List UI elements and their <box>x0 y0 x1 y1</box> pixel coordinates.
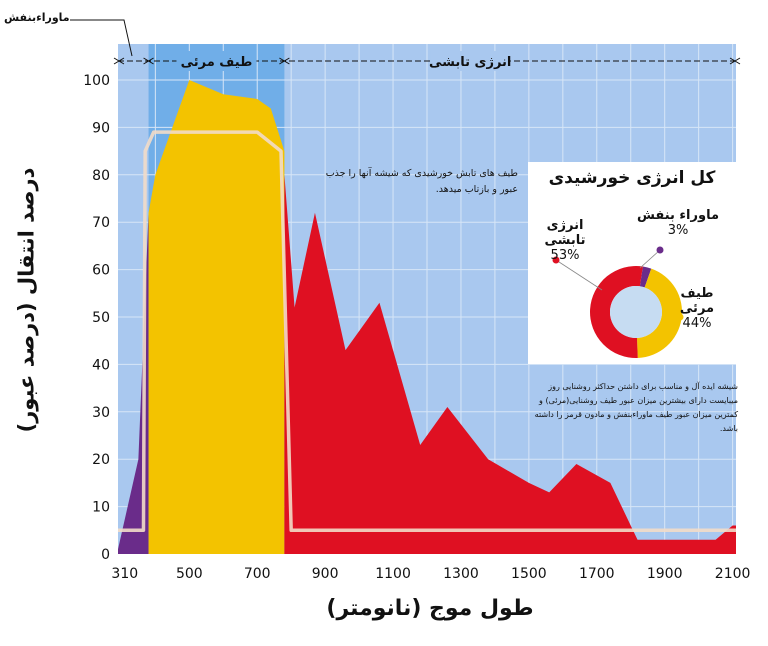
uv-region-label: ماوراء‌بنفش <box>4 11 70 24</box>
y-tick-label: 10 <box>92 500 110 516</box>
series-areas <box>118 80 736 555</box>
uv-region-callout: ماوراء‌بنفش <box>0 8 140 72</box>
x-tick-label: 700 <box>244 566 271 582</box>
solar-energy-pie-panel: کل انرژی خورشیدی ماوراء بنفش 3% انرژی تا… <box>528 162 736 364</box>
solar-energy-pie <box>552 246 684 358</box>
y-axis-title: درصد انتقال (درصد عبور) <box>6 150 46 450</box>
pie-callout-line <box>555 259 603 291</box>
x-tick-label: 310 <box>111 566 138 582</box>
region-arrowhead <box>143 57 154 65</box>
pie-label-visible-value: 44% <box>682 316 712 331</box>
pie-label-uv: ماوراء بنفش 3% <box>628 208 728 238</box>
y-tick-label: 30 <box>92 405 110 421</box>
y-tick-label: 50 <box>92 310 110 326</box>
area-visible <box>148 80 285 554</box>
x-tick-label: 900 <box>312 566 339 582</box>
pie-label-uv-value: 3% <box>667 223 689 238</box>
x-tick-label: 2100 <box>715 566 751 582</box>
y-tick-label: 90 <box>92 120 110 136</box>
pie-label-infrared-value: 53% <box>550 248 580 263</box>
y-tick-label: 70 <box>92 215 110 231</box>
pie-label-uv-name: ماوراء بنفش <box>636 208 720 223</box>
pie-center <box>610 286 662 338</box>
pie-callout-dot <box>552 256 560 264</box>
absorbed-spectrum-note: طیف های تابش خورشیدی که شیشه آنها را جذب… <box>325 168 518 195</box>
region-arrowhead <box>279 57 290 65</box>
x-tick-label: 1900 <box>647 566 683 582</box>
ideal-glass-note: شیشه ایده آل و مناسب برای داشتن حداکثر ر… <box>534 382 738 433</box>
region-label-infrared: انرژی تابشی <box>429 55 511 70</box>
y-tick-labels: 0 10 20 30 40 50 60 70 80 90 100 <box>83 73 110 563</box>
pie-slice-uv <box>639 266 652 288</box>
y-tick-label: 60 <box>92 263 110 279</box>
area-infrared <box>284 174 736 555</box>
region-label-bg <box>176 51 257 71</box>
pie-label-visible-name: طیف مرئی <box>679 286 715 316</box>
x-tick-label: 1100 <box>375 566 411 582</box>
pie-label-infrared-name: انرژی تابشی <box>544 218 586 248</box>
area-uv <box>118 212 149 554</box>
region-label-visible: طیف مرئی <box>181 55 253 70</box>
x-tick-label: 1500 <box>511 566 547 582</box>
pie-callout-dot <box>676 313 684 321</box>
y-tick-label: 0 <box>101 547 110 563</box>
pie-label-visible: طیف مرئی 44% <box>662 286 732 331</box>
region-arrows: طیف مرئی انرژی تابشی <box>113 51 741 71</box>
uv-callout-line <box>70 19 133 57</box>
x-tick-label: 1300 <box>443 566 479 582</box>
pie-slice-infrared <box>590 266 643 358</box>
region-label-bg <box>430 51 511 71</box>
x-tick-label: 1700 <box>579 566 615 582</box>
pie-callout-line <box>639 249 661 269</box>
x-tick-labels: 310 500 700 900 1100 1300 1500 1700 1900 2100 <box>111 566 750 582</box>
y-axis-title-text: درصد انتقال (درصد عبور) <box>14 167 39 433</box>
y-tick-label: 80 <box>92 168 110 184</box>
y-tick-label: 40 <box>92 357 110 373</box>
x-tick-label: 500 <box>176 566 203 582</box>
pie-title: کل انرژی خورشیدی <box>548 168 716 188</box>
region-arrowhead <box>729 57 741 65</box>
y-tick-label: 100 <box>83 73 110 89</box>
pie-label-infrared: انرژی تابشی 53% <box>530 218 600 263</box>
pie-callout-dot <box>656 246 664 254</box>
y-tick-label: 20 <box>92 452 110 468</box>
x-axis-title: طول موج (نانومتر) <box>326 596 534 621</box>
region-arrowhead <box>113 57 125 65</box>
pie-slice-visible <box>637 268 682 358</box>
glass-transmission-curve <box>118 130 736 533</box>
